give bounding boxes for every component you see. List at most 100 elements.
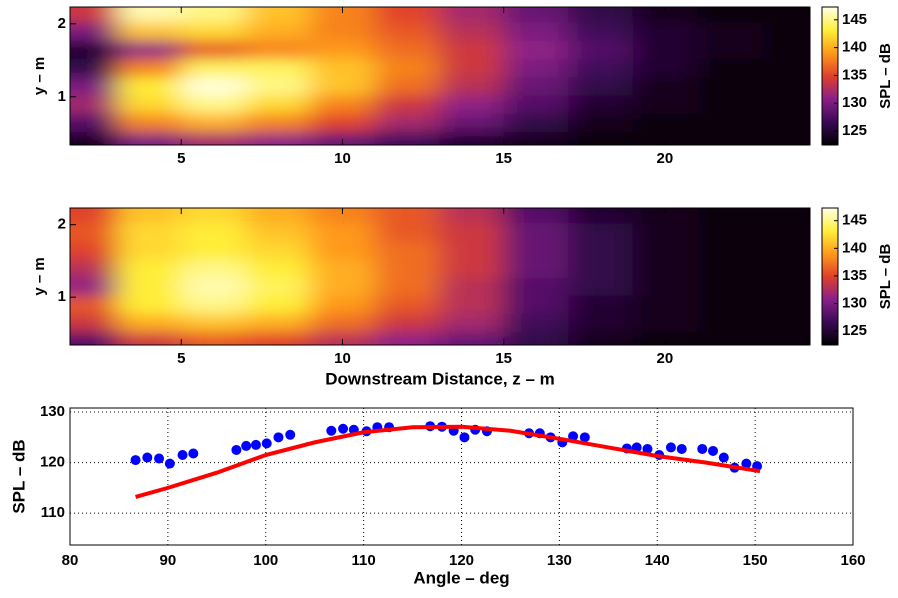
heatmap-cell <box>181 113 247 132</box>
heatmap-cell <box>116 21 182 41</box>
colorbar-label: SPL – dB <box>877 244 894 310</box>
colorbar-tick-label: 145 <box>842 11 867 28</box>
x-tick-label: 10 <box>334 350 351 367</box>
x-tick-label: 120 <box>449 552 474 569</box>
heatmap-cell <box>761 295 810 314</box>
heatmap-cell <box>374 76 440 96</box>
heatmap-cell <box>70 240 118 260</box>
colorbar-tick-label: 135 <box>842 66 867 83</box>
x-tick-label: 140 <box>645 552 670 569</box>
heatmap-cell <box>70 76 118 96</box>
heatmap-cell <box>568 21 634 41</box>
y-tick-label: 130 <box>40 403 65 420</box>
heatmap-cells <box>70 7 810 145</box>
heatmap-cell <box>116 259 182 278</box>
x-tick-label: 150 <box>743 552 768 569</box>
heatmap-cell <box>374 295 440 314</box>
heatmap-cell <box>70 313 118 333</box>
plot-frame <box>69 6 811 146</box>
colorbar-tick-label: 140 <box>842 239 867 256</box>
data-point <box>676 443 687 454</box>
heatmap-cell <box>761 94 810 114</box>
heatmap-cell <box>310 76 376 96</box>
heatmap-cell <box>310 277 376 296</box>
heatmap-cell <box>503 208 569 224</box>
data-point <box>285 429 296 440</box>
heatmap-cell <box>374 40 440 59</box>
heatmap-cell <box>761 313 810 333</box>
heatmap-cell <box>374 58 440 78</box>
x-tick-label: 5 <box>177 350 185 367</box>
x-tick-label: 130 <box>547 552 572 569</box>
heatmap-cell <box>632 259 698 278</box>
heatmap-cell <box>503 277 569 296</box>
heatmap-cell <box>697 58 763 78</box>
heatmap-cell <box>632 240 698 260</box>
heatmap-cell <box>439 131 505 145</box>
heatmap-cell <box>761 40 810 59</box>
heatmap-cell <box>439 240 505 260</box>
heatmap-cell <box>181 21 247 41</box>
x-tick-label: 15 <box>495 150 512 167</box>
heatmap-cell <box>439 113 505 132</box>
heatmap-cell <box>245 222 311 242</box>
heatmap-cell <box>374 259 440 278</box>
heatmap-cell <box>245 277 311 296</box>
heatmap-cell <box>374 277 440 296</box>
heatmap-cell <box>181 222 247 242</box>
colorbar <box>821 207 839 346</box>
heatmap-cell <box>632 21 698 41</box>
x-tick-label: 15 <box>495 350 512 367</box>
heatmap-cell <box>697 222 763 242</box>
heatmap-cell <box>761 113 810 132</box>
heatmap-cell <box>761 277 810 296</box>
heatmap <box>70 208 810 345</box>
heatmap-cell <box>374 331 440 345</box>
colorbar-tick-label: 130 <box>842 295 867 312</box>
heatmap-cell <box>503 21 569 41</box>
heatmap-cell <box>116 295 182 314</box>
heatmap-cell <box>116 313 182 333</box>
heatmap-cell <box>632 295 698 314</box>
heatmap-cell <box>116 131 182 145</box>
heatmap-cell <box>310 240 376 260</box>
data-point <box>326 425 337 436</box>
heatmap-cell <box>181 240 247 260</box>
heatmap-cell <box>310 313 376 333</box>
y-tick-label: 2 <box>58 15 66 32</box>
heatmap-cell <box>503 259 569 278</box>
heatmap-cell <box>761 331 810 345</box>
plot-frame <box>69 207 811 346</box>
heatmap-cell <box>568 277 634 296</box>
heatmap-cell <box>503 7 569 23</box>
data-point <box>642 443 653 454</box>
heatmap-cell <box>181 295 247 314</box>
data-point <box>718 452 729 463</box>
heatmap-cell <box>181 259 247 278</box>
heatmap-cell <box>374 113 440 132</box>
heatmap-cell <box>439 313 505 333</box>
heatmap-cell <box>116 222 182 242</box>
heatmap-cell <box>632 331 698 345</box>
heatmap-cell <box>70 7 118 23</box>
heatmap-cell <box>503 40 569 59</box>
heatmap-cell <box>116 76 182 96</box>
heatmap-cell <box>116 240 182 260</box>
heatmap-cell <box>761 259 810 278</box>
heatmap-cell <box>116 58 182 78</box>
x-tick-label: 5 <box>177 150 185 167</box>
data-point <box>579 432 590 443</box>
heatmap-cell <box>116 208 182 224</box>
heatmap-cell <box>374 222 440 242</box>
heatmap-cell <box>632 277 698 296</box>
colorbar-tick-label: 130 <box>842 94 867 111</box>
heatmap-cell <box>181 208 247 224</box>
heatmap-cell <box>503 113 569 132</box>
heatmap-cell <box>310 259 376 278</box>
y-tick-label: 120 <box>40 454 65 471</box>
heatmap-cell <box>374 21 440 41</box>
heatmap-cell <box>632 222 698 242</box>
colorbar <box>821 6 839 146</box>
heatmap-cell <box>439 222 505 242</box>
